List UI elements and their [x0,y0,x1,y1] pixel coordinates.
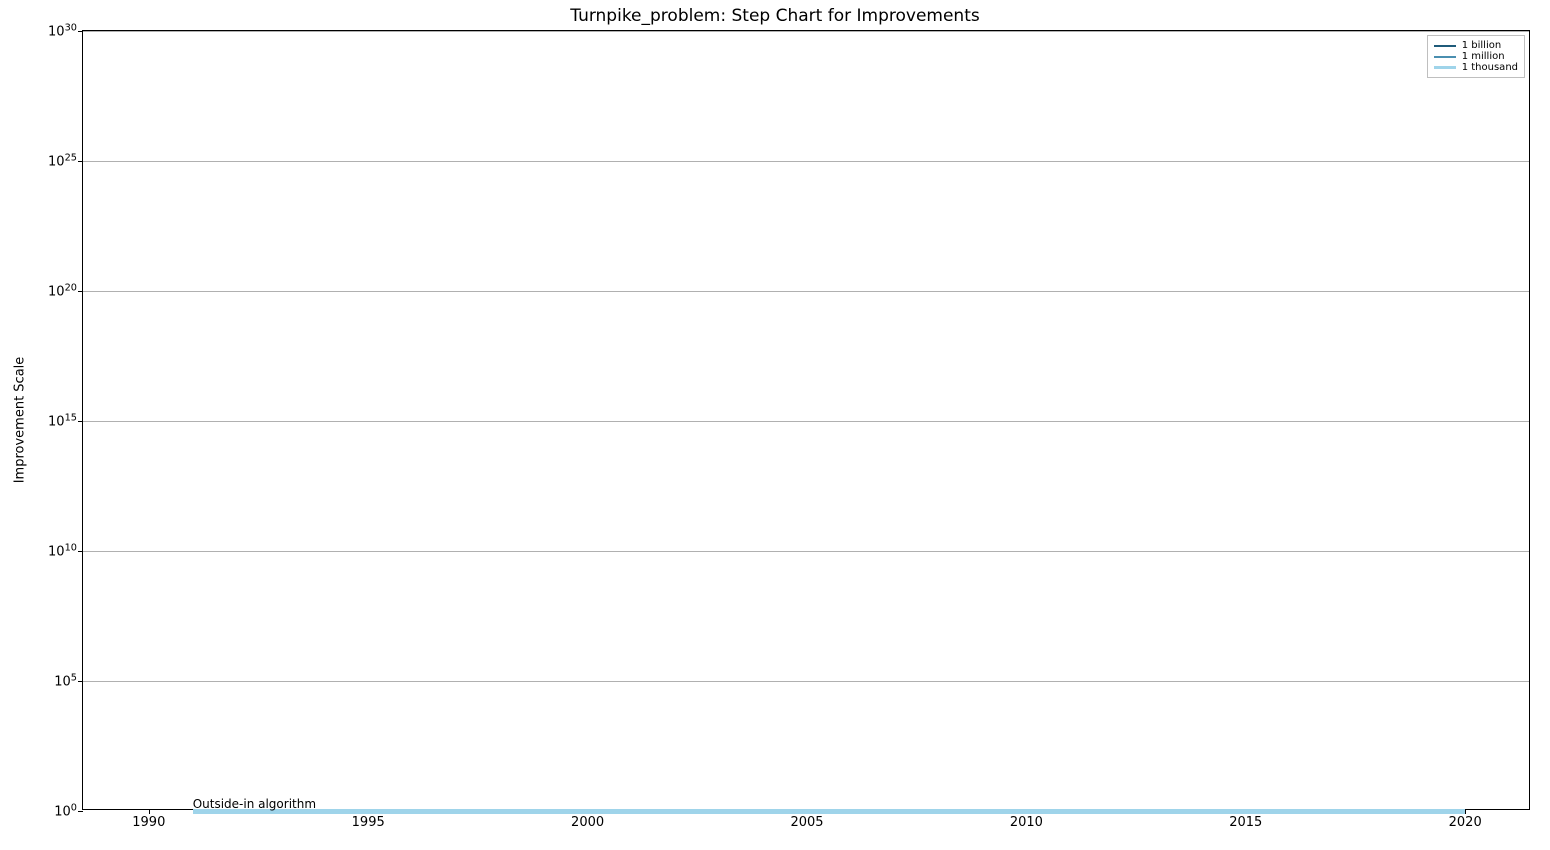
legend-label: 1 million [1462,51,1505,62]
legend-item: 1 million [1434,51,1518,62]
gridline [83,421,1529,422]
legend: 1 billion1 million1 thousand [1427,35,1525,78]
legend-item: 1 billion [1434,40,1518,51]
y-tick-label: 1025 [48,152,83,169]
y-tick-label: 100 [54,802,83,819]
chart-container: Turnpike_problem: Step Chart for Improve… [0,0,1550,850]
series-line [193,809,1465,814]
legend-label: 1 thousand [1462,62,1518,73]
y-tick-label: 1030 [48,22,83,39]
annotation: Outside-in algorithm [193,797,316,811]
gridline [83,291,1529,292]
plot-area: 1 billion1 million1 thousand 10010510101… [82,30,1530,810]
y-axis-label: Improvement Scale [13,357,28,484]
legend-swatch [1434,66,1456,69]
y-tick-label: 1015 [48,412,83,429]
y-tick-label: 1010 [48,542,83,559]
gridline [83,681,1529,682]
x-tick-label: 1990 [132,809,165,830]
gridline [83,551,1529,552]
legend-item: 1 thousand [1434,62,1518,73]
y-tick-label: 1020 [48,282,83,299]
legend-swatch [1434,45,1456,47]
chart-title: Turnpike_problem: Step Chart for Improve… [0,6,1550,26]
gridline [83,31,1529,32]
gridline [83,161,1529,162]
legend-label: 1 billion [1462,40,1501,51]
legend-swatch [1434,56,1456,58]
y-tick-label: 105 [54,672,83,689]
